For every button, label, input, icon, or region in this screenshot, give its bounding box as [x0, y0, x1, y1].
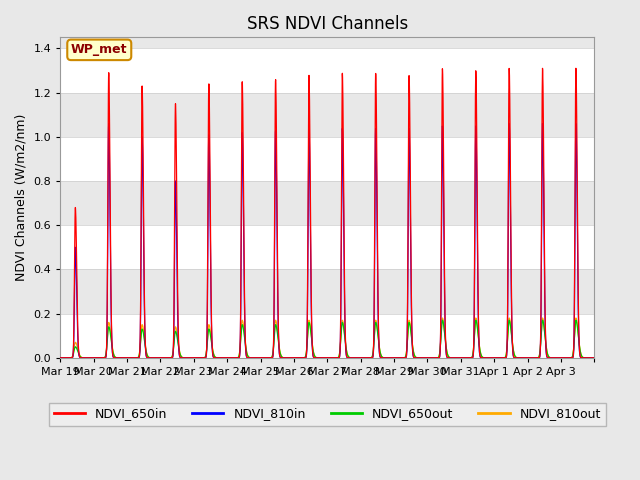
Bar [60, 48, 595, 93]
Bar [60, 313, 595, 358]
Bar [60, 137, 595, 181]
Title: SRS NDVI Channels: SRS NDVI Channels [246, 15, 408, 33]
Text: WP_met: WP_met [71, 43, 127, 56]
Y-axis label: NDVI Channels (W/m2/nm): NDVI Channels (W/m2/nm) [15, 114, 28, 281]
Bar [60, 225, 595, 269]
Legend: NDVI_650in, NDVI_810in, NDVI_650out, NDVI_810out: NDVI_650in, NDVI_810in, NDVI_650out, NDV… [49, 403, 606, 425]
